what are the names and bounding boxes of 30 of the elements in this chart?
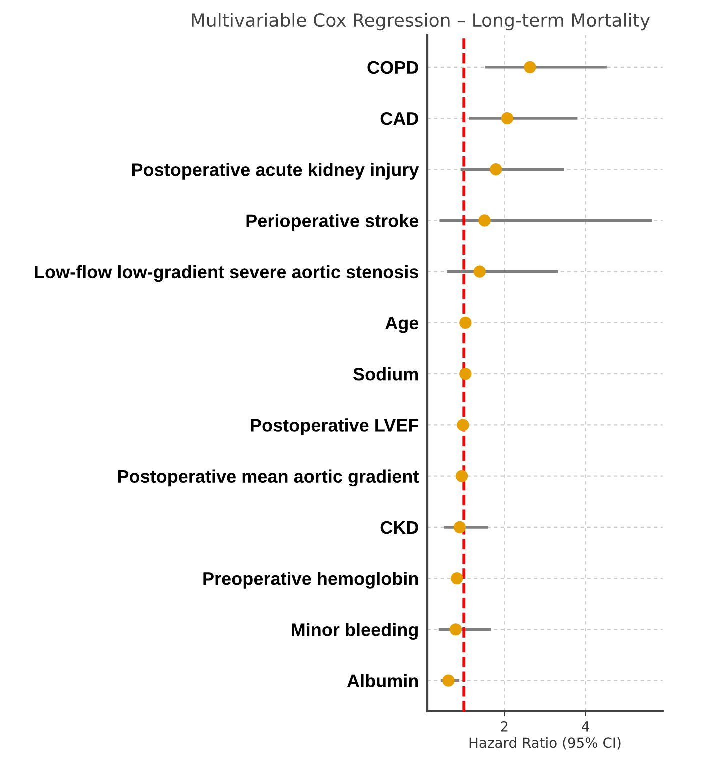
x-tick-label: 2 xyxy=(501,721,508,732)
y-tick-label: Low-flow low-gradient severe aortic stenosis xyxy=(35,265,418,282)
y-tick-label: Perioperative stroke xyxy=(246,214,419,232)
y-tick-label: Postoperative mean aortic gradient xyxy=(118,470,419,487)
point xyxy=(474,266,486,278)
y-tick-label: Age xyxy=(386,317,419,334)
y-tick-label: Postoperative LVEF xyxy=(251,418,419,436)
y-tick-label: Albumin xyxy=(347,674,418,688)
point xyxy=(490,164,502,176)
x-tick-label: 4 xyxy=(582,722,590,732)
point xyxy=(451,572,464,585)
y-tick-label: Preoperative hemoglobin xyxy=(204,572,418,589)
y-tick-label: Postoperative acute kidney injury xyxy=(132,163,420,180)
point xyxy=(501,112,514,125)
y-tick-label: CKD xyxy=(380,521,418,534)
point xyxy=(442,674,455,687)
point xyxy=(450,624,462,636)
x-axis-title: Hazard Ratio (95% CI) xyxy=(470,737,621,750)
point xyxy=(460,316,472,330)
point xyxy=(460,368,472,380)
point xyxy=(478,214,491,227)
y-tick-label: COPD xyxy=(368,61,418,74)
point xyxy=(457,419,470,432)
point xyxy=(454,521,466,534)
y-tick-label: Sodium xyxy=(354,368,418,381)
y-tick-label: CAD xyxy=(380,112,418,126)
point xyxy=(456,470,468,482)
y-tick-label: Minor bleeding xyxy=(292,623,418,640)
chart-title: Multivariable Cox Regression – Long-term Mortality xyxy=(192,13,650,31)
point xyxy=(524,61,536,74)
